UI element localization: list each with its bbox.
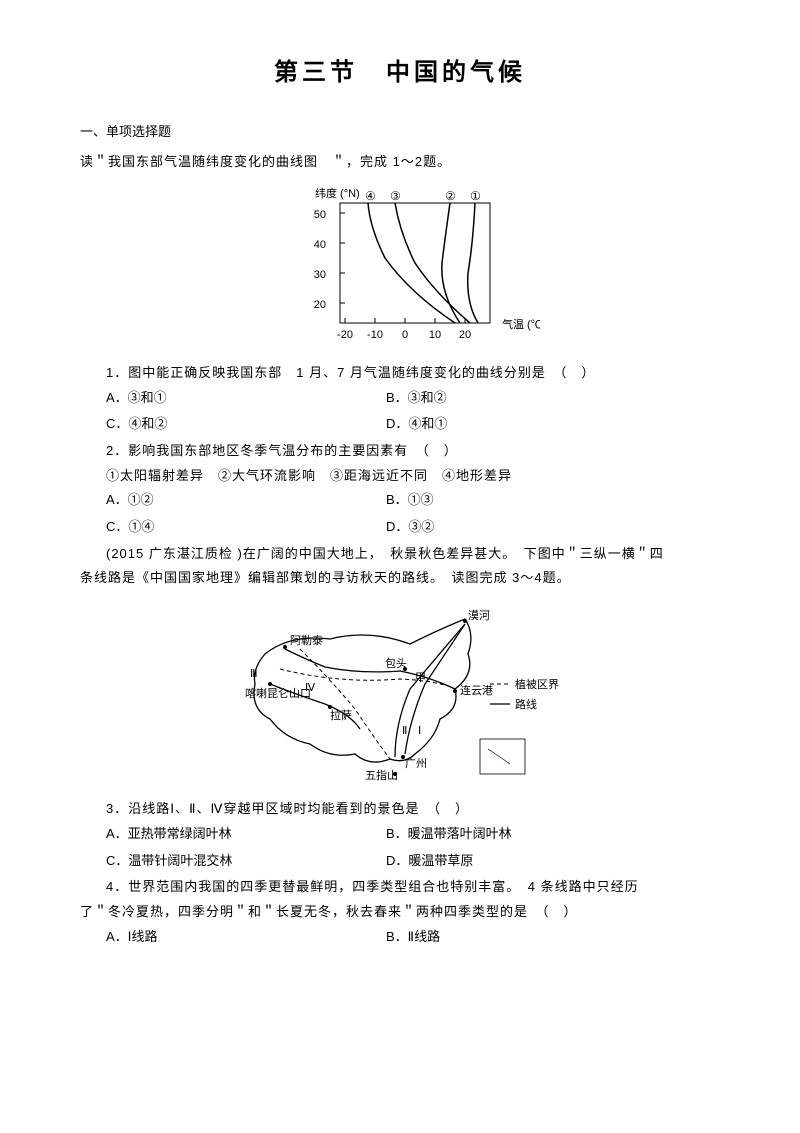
- q3-opt-b: B．暖温带落叶阔叶林: [386, 822, 512, 847]
- ytick-30: 30: [314, 269, 326, 281]
- q1-opt-d: D．④和①: [386, 412, 447, 437]
- map-lasa: 拉萨: [330, 708, 352, 722]
- top-label-3: ③: [390, 189, 401, 203]
- xtick-0: 0: [402, 329, 408, 341]
- map-lianyungang: 连云港: [460, 684, 493, 697]
- q2-opt-c: C．①④: [106, 515, 386, 540]
- map-aletai: 阿勒泰: [290, 633, 323, 647]
- x-axis-label: 气温 (℃): [502, 317, 540, 331]
- q4-stem1: 4．世界范围内我国的四季更替最鲜明，四季类型组合也特别丰富。 4 条线路中只经历: [106, 875, 720, 900]
- map-r4: Ⅳ: [305, 682, 316, 694]
- legend-veg: 植被区界: [515, 677, 559, 691]
- q1-stem: 1．图中能正确反映我国东部 1 月、7 月气温随纬度变化的曲线分别是 （ ）: [106, 361, 720, 386]
- xtick-20: 20: [459, 329, 471, 341]
- q3-opt-a: A．亚热带常绿阔叶林: [106, 822, 386, 847]
- map-r1: Ⅰ: [418, 725, 421, 737]
- intro-2a: (2015 广东湛江质检 )在广阔的中国大地上， 秋景秋色差异甚大。 下图中＂三…: [106, 542, 720, 567]
- q2-stem: 2．影响我国东部地区冬季气温分布的主要因素有 （ ）: [106, 439, 720, 464]
- q3-opt-c: C．温带针阔叶混交林: [106, 849, 386, 874]
- q2-opt-d: D．③②: [386, 515, 434, 540]
- top-label-4: ④: [365, 189, 376, 203]
- q2-opt-a: A．①②: [106, 488, 386, 513]
- map-r3: Ⅲ: [250, 668, 258, 680]
- xtick-m20: -20: [337, 329, 353, 341]
- q3-stem: 3．沿线路Ⅰ、Ⅱ、Ⅳ穿越甲区域时均能看到的景色是 （ ）: [106, 797, 720, 822]
- section-heading: 一、单项选择题: [80, 120, 720, 145]
- ytick-50: 50: [314, 209, 326, 221]
- map-figure: 漠河 阿勒泰 包头 喀喇昆仑山口 甲 连云港 拉萨 广州 五指山 Ⅲ Ⅳ Ⅱ Ⅰ…: [80, 599, 720, 789]
- q1-opt-b: B．③和②: [386, 386, 447, 411]
- chart-1: 纬度 (°N) 气温 (℃) 50 40 30 20 -20 -10 0 10 …: [80, 183, 720, 353]
- intro-2b: 条线路是《中国国家地理》编辑部策划的寻访秋天的路线。 读图完成 3～4题。: [80, 566, 720, 591]
- legend-route: 路线: [515, 697, 537, 711]
- q1-opt-a: A．③和①: [106, 386, 386, 411]
- map-mohe: 漠河: [468, 609, 490, 622]
- q4-opt-b: B．Ⅱ线路: [386, 925, 440, 950]
- xtick-m10: -10: [367, 329, 383, 341]
- q3-opt-d: D．暖温带草原: [386, 849, 473, 874]
- y-axis-label: 纬度 (°N): [315, 186, 360, 200]
- map-wuzhishan: 五指山: [365, 768, 398, 782]
- xtick-10: 10: [429, 329, 441, 341]
- map-r2: Ⅱ: [402, 725, 407, 737]
- q1-opt-c: C．④和②: [106, 412, 386, 437]
- map-guangzhou: 广州: [405, 757, 427, 770]
- q2-opt-b: B．①③: [386, 488, 434, 513]
- map-baotou: 包头: [385, 657, 407, 670]
- top-label-2: ②: [445, 189, 456, 203]
- q4-opt-a: A．Ⅰ线路: [106, 925, 386, 950]
- map-kala: 喀喇昆仑山口: [245, 686, 311, 700]
- q4-stem2: 了＂冬冷夏热，四季分明＂和＂长夏无冬，秋去春来＂两种四季类型的是 （ ）: [80, 900, 720, 925]
- ytick-40: 40: [314, 239, 326, 251]
- q2-factors: ①太阳辐射差异 ②大气环流影响 ③距海远近不同 ④地形差异: [106, 464, 720, 489]
- page-title: 第三节 中国的气候: [80, 50, 720, 96]
- top-label-1: ①: [470, 189, 481, 203]
- intro-1: 读＂我国东部气温随纬度变化的曲线图 ＂，完成 1～2题。: [80, 150, 720, 175]
- map-jia: 甲: [415, 672, 426, 684]
- ytick-20: 20: [314, 299, 326, 311]
